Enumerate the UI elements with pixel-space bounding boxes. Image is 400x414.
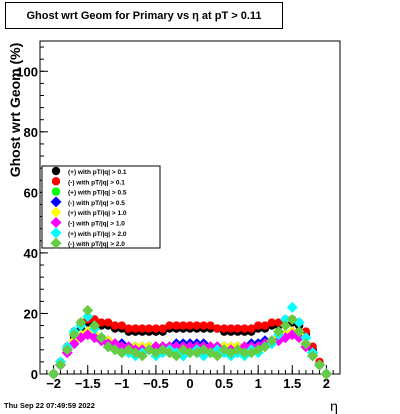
x-tick-label: 0 bbox=[186, 376, 193, 391]
data-point bbox=[192, 321, 202, 330]
data-point bbox=[267, 318, 277, 327]
x-tick-label: 1.5 bbox=[283, 376, 301, 391]
data-point bbox=[97, 318, 106, 327]
data-point bbox=[226, 324, 236, 333]
data-point bbox=[259, 341, 271, 353]
legend-marker bbox=[51, 177, 61, 186]
data-point bbox=[95, 332, 107, 344]
data-point bbox=[82, 310, 94, 322]
y-axis-label: Ghost wrt Geom (%) bbox=[7, 43, 23, 178]
data-point bbox=[158, 324, 167, 333]
data-point bbox=[165, 321, 174, 330]
legend-marker bbox=[51, 166, 61, 176]
data-point bbox=[184, 347, 196, 359]
legend-label: (+) with pT/|q| > 0.1 bbox=[68, 169, 127, 176]
data-point bbox=[300, 332, 312, 344]
y-tick-label: 20 bbox=[24, 306, 38, 321]
data-point bbox=[279, 320, 291, 332]
data-point bbox=[48, 368, 60, 380]
x-tick-label: 0.5 bbox=[215, 376, 233, 391]
data-point bbox=[61, 344, 73, 356]
data-point bbox=[239, 347, 251, 359]
data-point bbox=[68, 329, 80, 341]
legend-label: (-) with pT/|q| > 2.0 bbox=[68, 241, 125, 248]
legend: (+) with pT/|q| > 0.1 (-) with pT/|q| > 0… bbox=[41, 165, 161, 249]
legend-label: (-) with pT/|q| > 0.5 bbox=[68, 200, 125, 207]
x-tick-label: −2 bbox=[46, 376, 61, 391]
series-7 bbox=[48, 304, 332, 380]
data-point bbox=[131, 324, 140, 333]
data-point bbox=[172, 321, 181, 330]
legend-label: (+) with pT/|q| > 0.5 bbox=[68, 190, 127, 197]
legend-marker bbox=[50, 196, 62, 208]
data-point bbox=[117, 321, 127, 330]
data-point bbox=[213, 324, 222, 333]
data-point bbox=[301, 327, 311, 336]
data-point bbox=[170, 350, 182, 362]
data-point bbox=[144, 324, 154, 333]
legend-marker bbox=[51, 187, 61, 196]
legend-label: (+) with pT/|q| > 2.0 bbox=[68, 231, 127, 238]
data-point bbox=[138, 324, 147, 333]
data-markers bbox=[48, 301, 332, 380]
x-tick-label: 1 bbox=[255, 376, 262, 391]
legend-label: (-) with pT/|q| > 1.0 bbox=[68, 221, 125, 228]
legend-marker bbox=[50, 237, 62, 249]
legend-marker bbox=[50, 227, 62, 239]
data-point bbox=[266, 335, 278, 347]
data-point bbox=[206, 321, 215, 330]
legend-marker bbox=[50, 206, 62, 218]
y-tick-label: 0 bbox=[31, 367, 38, 382]
data-point bbox=[124, 324, 133, 333]
legend-label: (-) with pT/|q| > 0.1 bbox=[68, 179, 125, 186]
data-point bbox=[136, 350, 148, 362]
data-point bbox=[199, 321, 208, 330]
data-point bbox=[293, 332, 305, 344]
data-point bbox=[253, 321, 263, 330]
data-point bbox=[293, 326, 305, 338]
legend-label: (+) with pT/|q| > 1.0 bbox=[68, 210, 127, 217]
data-point bbox=[219, 324, 229, 333]
data-point bbox=[89, 320, 101, 332]
y-tick-label: 100 bbox=[16, 64, 38, 79]
chart-title: Ghost wrt Geom for Primary vs η at pT > … bbox=[5, 2, 283, 29]
data-point bbox=[178, 321, 188, 330]
data-point bbox=[273, 326, 285, 338]
y-tick-label: 80 bbox=[24, 125, 38, 140]
x-tick-label: 2 bbox=[323, 376, 330, 391]
data-point bbox=[151, 324, 161, 333]
data-point bbox=[300, 338, 312, 350]
timestamp: Thu Sep 22 07:49:59 2022 bbox=[4, 401, 95, 410]
data-point bbox=[260, 321, 270, 330]
x-axis-label: η bbox=[330, 398, 338, 414]
data-point bbox=[308, 342, 317, 351]
data-point bbox=[286, 301, 298, 313]
data-point bbox=[314, 359, 326, 371]
x-tick-label: −0.5 bbox=[143, 376, 169, 391]
data-point bbox=[274, 318, 283, 327]
x-tick-label: −1 bbox=[114, 376, 129, 391]
data-point bbox=[90, 315, 99, 324]
data-point bbox=[185, 321, 195, 330]
data-point bbox=[307, 350, 319, 362]
data-point bbox=[82, 304, 94, 316]
data-point bbox=[279, 314, 291, 326]
data-point bbox=[286, 314, 298, 326]
data-point bbox=[240, 324, 249, 333]
data-point bbox=[211, 350, 223, 362]
data-point bbox=[320, 368, 332, 380]
data-point bbox=[247, 324, 256, 333]
legend-box bbox=[41, 165, 161, 249]
data-point bbox=[54, 359, 66, 371]
legend-marker bbox=[50, 217, 62, 228]
data-point bbox=[233, 324, 242, 333]
y-tick-label: 60 bbox=[24, 185, 38, 200]
data-point bbox=[245, 347, 257, 359]
x-tick-label: −1.5 bbox=[75, 376, 101, 391]
data-point bbox=[110, 321, 120, 330]
data-point bbox=[103, 318, 113, 327]
data-point bbox=[75, 317, 87, 329]
y-tick-label: 40 bbox=[24, 246, 38, 261]
